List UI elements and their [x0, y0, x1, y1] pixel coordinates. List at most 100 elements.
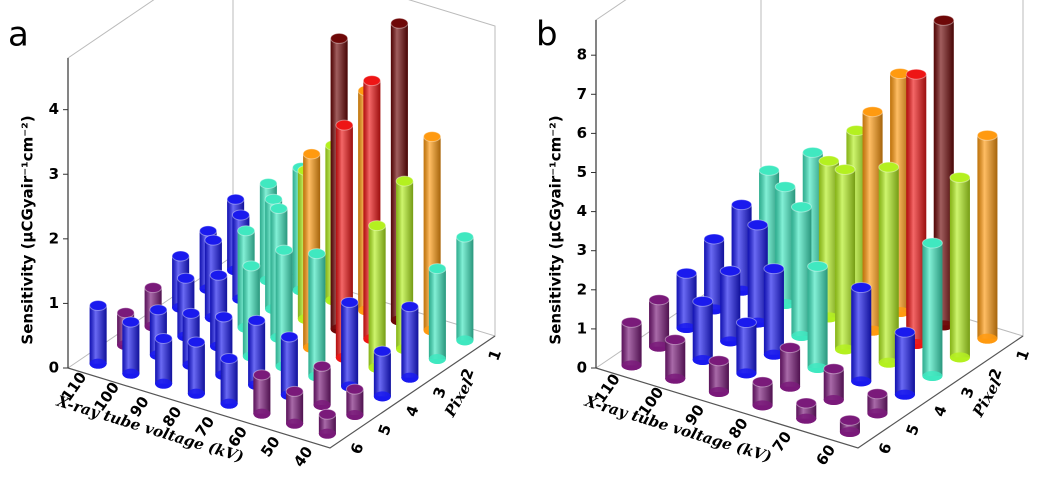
cylinder	[905, 68, 927, 349]
bar-top	[242, 260, 261, 272]
cylinder	[747, 219, 769, 328]
bar-shade	[308, 253, 326, 377]
bar-top	[921, 237, 943, 249]
bar-top	[795, 397, 817, 409]
bar-top	[692, 295, 714, 307]
cylinder	[318, 408, 337, 439]
bar-shade	[839, 427, 860, 437]
bar-shade	[780, 347, 801, 387]
cylinder	[752, 376, 774, 411]
cylinder	[878, 161, 900, 368]
cylinder	[313, 360, 332, 410]
y-tick-label: 3	[958, 385, 978, 401]
z-tick-label: 1	[577, 319, 587, 337]
bar-shade	[155, 338, 173, 384]
bar-top	[368, 220, 387, 232]
cylinder	[400, 301, 419, 383]
bar-top	[905, 68, 927, 80]
bar-top	[758, 164, 780, 176]
bar-shade	[922, 243, 943, 376]
bar-shade	[922, 371, 943, 381]
bar-shade	[346, 389, 364, 415]
bar-shade	[807, 363, 828, 373]
bar-shade	[906, 74, 927, 345]
bar-top	[247, 314, 266, 326]
bar-top	[708, 355, 730, 367]
y-tick-label: 6	[875, 441, 895, 457]
cylinder	[285, 385, 304, 429]
bar-shade	[791, 331, 812, 341]
y-tick-label: 4	[930, 403, 950, 419]
z-tick-label: 2	[49, 229, 59, 247]
bar-top	[807, 260, 829, 272]
cylinder	[735, 317, 757, 379]
bar-top	[149, 304, 168, 316]
bar-top	[121, 316, 140, 328]
bar-top	[703, 233, 725, 245]
x-tick-label: 60	[812, 441, 839, 468]
bar-top	[187, 336, 206, 348]
z-tick-label: 3	[577, 241, 587, 259]
bar-top	[220, 352, 239, 364]
bar-shade	[752, 381, 773, 406]
bar-shade	[851, 376, 872, 387]
bar-top	[878, 161, 900, 173]
cylinder	[949, 171, 971, 363]
y-tick-label: 5	[375, 422, 395, 438]
bar-shade	[313, 366, 331, 405]
bar-top	[621, 316, 643, 328]
bar-shade	[894, 332, 915, 395]
bar-top	[259, 177, 278, 189]
bar-shade	[708, 387, 729, 397]
z-axis-title: Sensitivity (μCGyair⁻¹cm⁻²)	[547, 115, 565, 344]
floor	[67, 335, 496, 449]
bar-shade	[949, 352, 970, 363]
cylinder	[807, 260, 829, 373]
bar-shade	[791, 206, 812, 336]
cylinder	[89, 300, 108, 369]
cylinder	[850, 281, 872, 387]
bar-shade	[676, 273, 697, 328]
cylinder	[676, 267, 698, 333]
bar-shade	[862, 111, 883, 331]
bar-shade	[341, 302, 359, 387]
bar-shade	[708, 360, 729, 392]
bar-top	[345, 383, 364, 395]
cylinder	[340, 296, 359, 392]
bar-shade	[736, 368, 757, 379]
cylinder	[648, 294, 670, 352]
z-tick-label: 8	[577, 46, 587, 64]
bar-top	[335, 119, 354, 131]
bar-top	[866, 388, 888, 400]
bar-top	[400, 301, 419, 313]
bar-shade	[704, 238, 725, 310]
bar-shade	[155, 378, 173, 389]
bar-top	[802, 146, 824, 158]
bar-top	[209, 269, 228, 281]
bar-top	[214, 311, 233, 323]
bar-top	[395, 175, 414, 187]
bar-top	[318, 408, 337, 420]
cylinder	[795, 397, 817, 424]
cylinder	[823, 363, 845, 405]
bar-shade	[752, 400, 773, 411]
bar-shade	[253, 408, 271, 419]
y-tick-label: 1	[485, 347, 505, 363]
bar-shade	[763, 268, 784, 355]
bar-shade	[428, 354, 446, 364]
cylinder	[121, 316, 140, 379]
bar-shade	[401, 306, 419, 378]
bar-shade	[318, 428, 336, 439]
z-tick-label: 0	[49, 359, 59, 377]
bar-shade	[428, 268, 446, 359]
y-tick-label: 5	[903, 422, 923, 438]
bar-top	[976, 129, 998, 141]
bar-shade	[122, 322, 140, 374]
cylinder	[455, 231, 474, 346]
cylinder	[664, 334, 686, 384]
bar-top	[839, 414, 861, 426]
bar-shade	[692, 301, 713, 360]
bar-shade	[621, 322, 642, 366]
